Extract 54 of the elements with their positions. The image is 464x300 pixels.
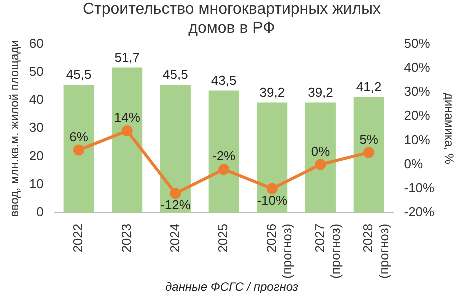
x-tick-label: 2023 bbox=[118, 224, 134, 253]
text: данные ФСГС / прогноз bbox=[164, 280, 300, 294]
data-label: -2% bbox=[212, 148, 236, 164]
data-label: 41,2 bbox=[356, 79, 382, 94]
bar bbox=[208, 90, 240, 213]
chart-title: Строительство многоквартирных жилых домов в РФ bbox=[82, 1, 382, 38]
data-label: 39,2 bbox=[308, 84, 334, 100]
data-label: 14% bbox=[114, 110, 141, 126]
point bbox=[170, 188, 182, 200]
data-label: -10% bbox=[257, 192, 288, 208]
y2-tick-label: 10% bbox=[404, 132, 431, 148]
data-label: 45,5 bbox=[163, 67, 188, 82]
data-label: 5% bbox=[360, 132, 379, 147]
point bbox=[122, 126, 133, 137]
y-tick-label: 10 bbox=[29, 176, 44, 192]
data-label: 43,5 bbox=[211, 72, 237, 88]
data-label: 39,2 bbox=[260, 84, 286, 100]
y2-tick-label: -20% bbox=[404, 204, 436, 220]
y-axis-title: ввод, млн.кв.м. жилой площади bbox=[8, 40, 22, 218]
bar bbox=[160, 85, 191, 213]
y-tick-label: 0 bbox=[36, 204, 44, 220]
point bbox=[364, 147, 375, 158]
x-tick-label: 2026 (прогноз) bbox=[264, 224, 295, 279]
y2-tick-label: 30% bbox=[404, 84, 431, 100]
data-label: -12% bbox=[160, 198, 192, 213]
data-label: 51,7 bbox=[114, 50, 140, 65]
x-tick-label: 2027 (прогноз) bbox=[312, 224, 343, 279]
bar bbox=[354, 97, 384, 213]
bar bbox=[112, 68, 143, 213]
bar bbox=[64, 85, 94, 213]
bar bbox=[306, 102, 336, 213]
point bbox=[74, 144, 85, 156]
y-tick-label: 40 bbox=[29, 92, 44, 108]
data-label: 45,5 bbox=[66, 67, 92, 82]
data-label: 0% bbox=[311, 144, 331, 159]
x-tick-label: 2028 (прогноз) bbox=[360, 224, 392, 279]
y-tick-label: 20 bbox=[29, 148, 44, 164]
y-tick-label: 50 bbox=[29, 64, 44, 80]
y2-axis-title: динамика, % bbox=[442, 92, 456, 165]
y2-tick-label: 0% bbox=[404, 156, 424, 172]
point bbox=[315, 159, 326, 170]
y-tick-label: 30 bbox=[29, 120, 44, 136]
x-tick-label: 2025 bbox=[216, 224, 231, 253]
point bbox=[218, 164, 230, 176]
x-tick-label: 2022 bbox=[70, 224, 86, 253]
x-tick-label: 2024 bbox=[167, 224, 182, 253]
y2-tick-label: 40% bbox=[404, 60, 431, 76]
y2-tick-label: 50% bbox=[404, 36, 431, 51]
y2-tick-label: -10% bbox=[404, 180, 436, 196]
point bbox=[266, 183, 278, 194]
y2-tick-label: 20% bbox=[404, 108, 431, 124]
data-label: 6% bbox=[70, 129, 89, 144]
bar bbox=[257, 102, 288, 213]
y-tick-label: 60 bbox=[29, 36, 44, 51]
